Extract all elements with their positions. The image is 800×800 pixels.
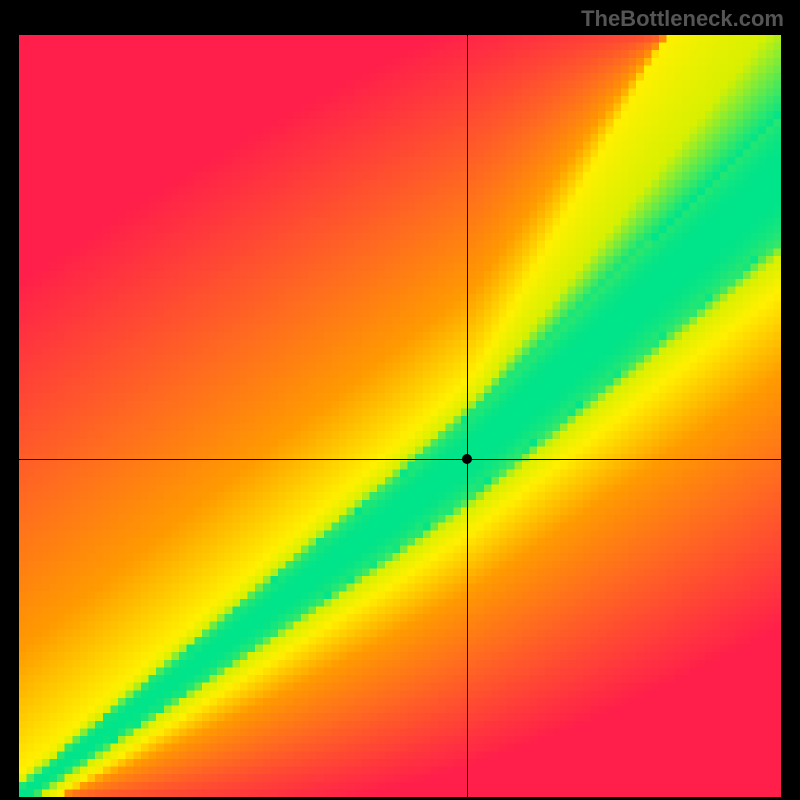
attribution-text: TheBottleneck.com xyxy=(581,6,784,32)
chart-container: TheBottleneck.com xyxy=(0,0,800,800)
crosshair-vertical xyxy=(467,35,468,797)
bottleneck-heatmap xyxy=(19,35,781,797)
crosshair-horizontal xyxy=(19,459,781,460)
crosshair-marker[interactable] xyxy=(462,454,472,464)
plot-area xyxy=(19,35,781,797)
